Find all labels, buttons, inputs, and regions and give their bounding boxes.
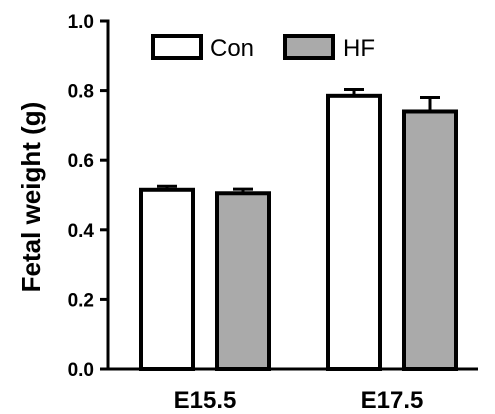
- legend-swatch-con: [151, 34, 203, 60]
- y-tick-label: 0.2: [68, 290, 94, 311]
- bars: [139, 88, 458, 371]
- legend: Con HF: [151, 34, 375, 62]
- x-tick-label: E15.5: [174, 387, 237, 414]
- y-tick-label: 0.8: [68, 82, 94, 103]
- bar-hf-e15-5: [215, 191, 271, 371]
- y-tick-label: 1.0: [68, 12, 94, 33]
- legend-swatch-hf: [283, 34, 335, 60]
- legend-label-con: Con: [210, 35, 254, 62]
- bar-con-e17-5: [326, 93, 382, 371]
- y-tick-label: 0.0: [68, 360, 94, 381]
- y-ticks: 0.0 0.2 0.4 0.6 0.8 1.0: [68, 12, 108, 381]
- x-tick-label: E17.5: [361, 387, 424, 414]
- bar-con-e15-5: [139, 187, 195, 371]
- y-axis-label: Fetal weight (g): [16, 102, 46, 293]
- bar-hf-e17-5: [402, 109, 458, 371]
- y-tick-label: 0.4: [68, 221, 95, 242]
- x-tick-labels: E15.5 E17.5: [174, 387, 424, 414]
- legend-label-hf: HF: [343, 35, 375, 62]
- y-tick-label: 0.6: [68, 151, 94, 172]
